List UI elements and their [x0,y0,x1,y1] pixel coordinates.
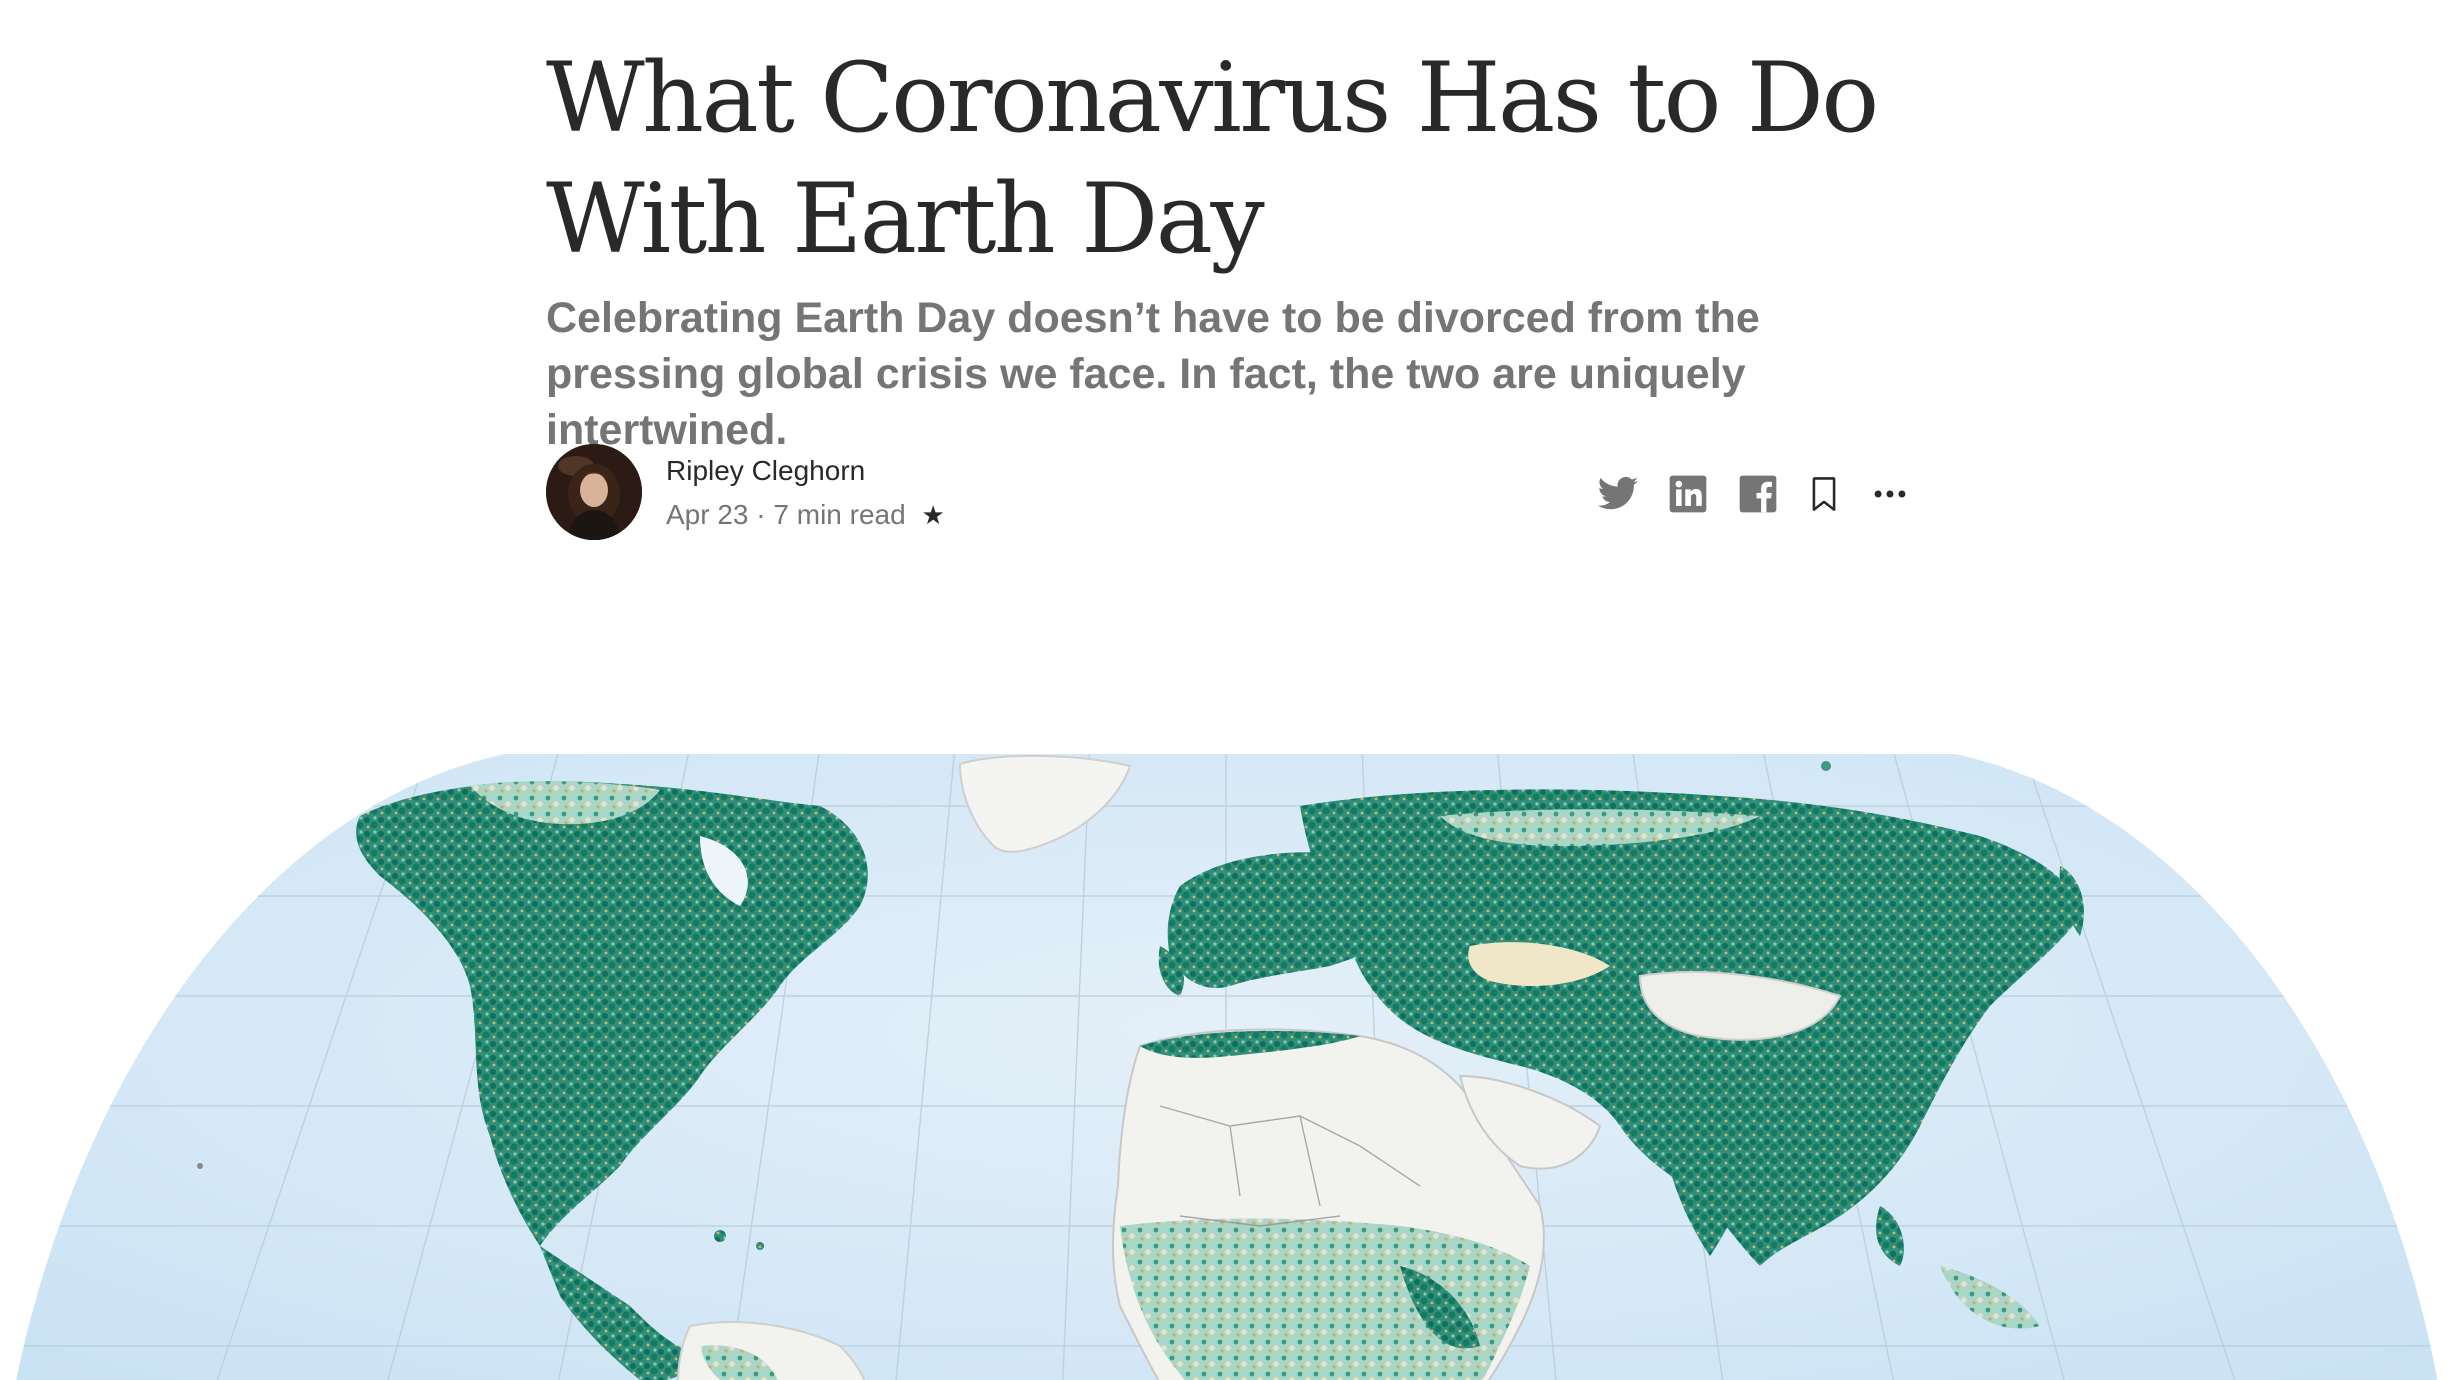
author-avatar[interactable] [546,444,642,540]
linkedin-icon[interactable] [1666,472,1710,516]
avatar-photo [546,444,642,540]
twitter-icon[interactable] [1596,472,1640,516]
bookmark-icon[interactable] [1802,472,1846,516]
publish-date: Apr 23 [666,499,749,530]
world-map [4,754,2448,1380]
country-borders [1159,1105,1421,1227]
greenland [958,754,1132,853]
arabia [1458,1074,1602,1170]
share-actions [1596,444,1916,540]
india [1660,1122,1760,1256]
south-america [677,1321,872,1380]
article-meta: Apr 23 · 7 min read ★ [666,498,945,532]
byline: Ripley Cleghorn Apr 23 · 7 min read ★ [546,444,1916,544]
article-subtitle: Celebrating Earth Day doesn’t have to be… [546,294,1760,454]
meta-separator: · [756,499,766,530]
author-name[interactable]: Ripley Cleghorn [666,455,866,486]
more-icon[interactable] [1868,472,1912,516]
facebook-icon[interactable] [1736,472,1780,516]
central-america [540,1246,700,1380]
article-title: What Coronavirus Has to Do With Earth Da… [546,42,1879,275]
read-time: 7 min read [773,499,906,530]
member-star-icon: ★ [921,500,945,530]
hero-image-world-vegetation-map [0,746,2452,1380]
